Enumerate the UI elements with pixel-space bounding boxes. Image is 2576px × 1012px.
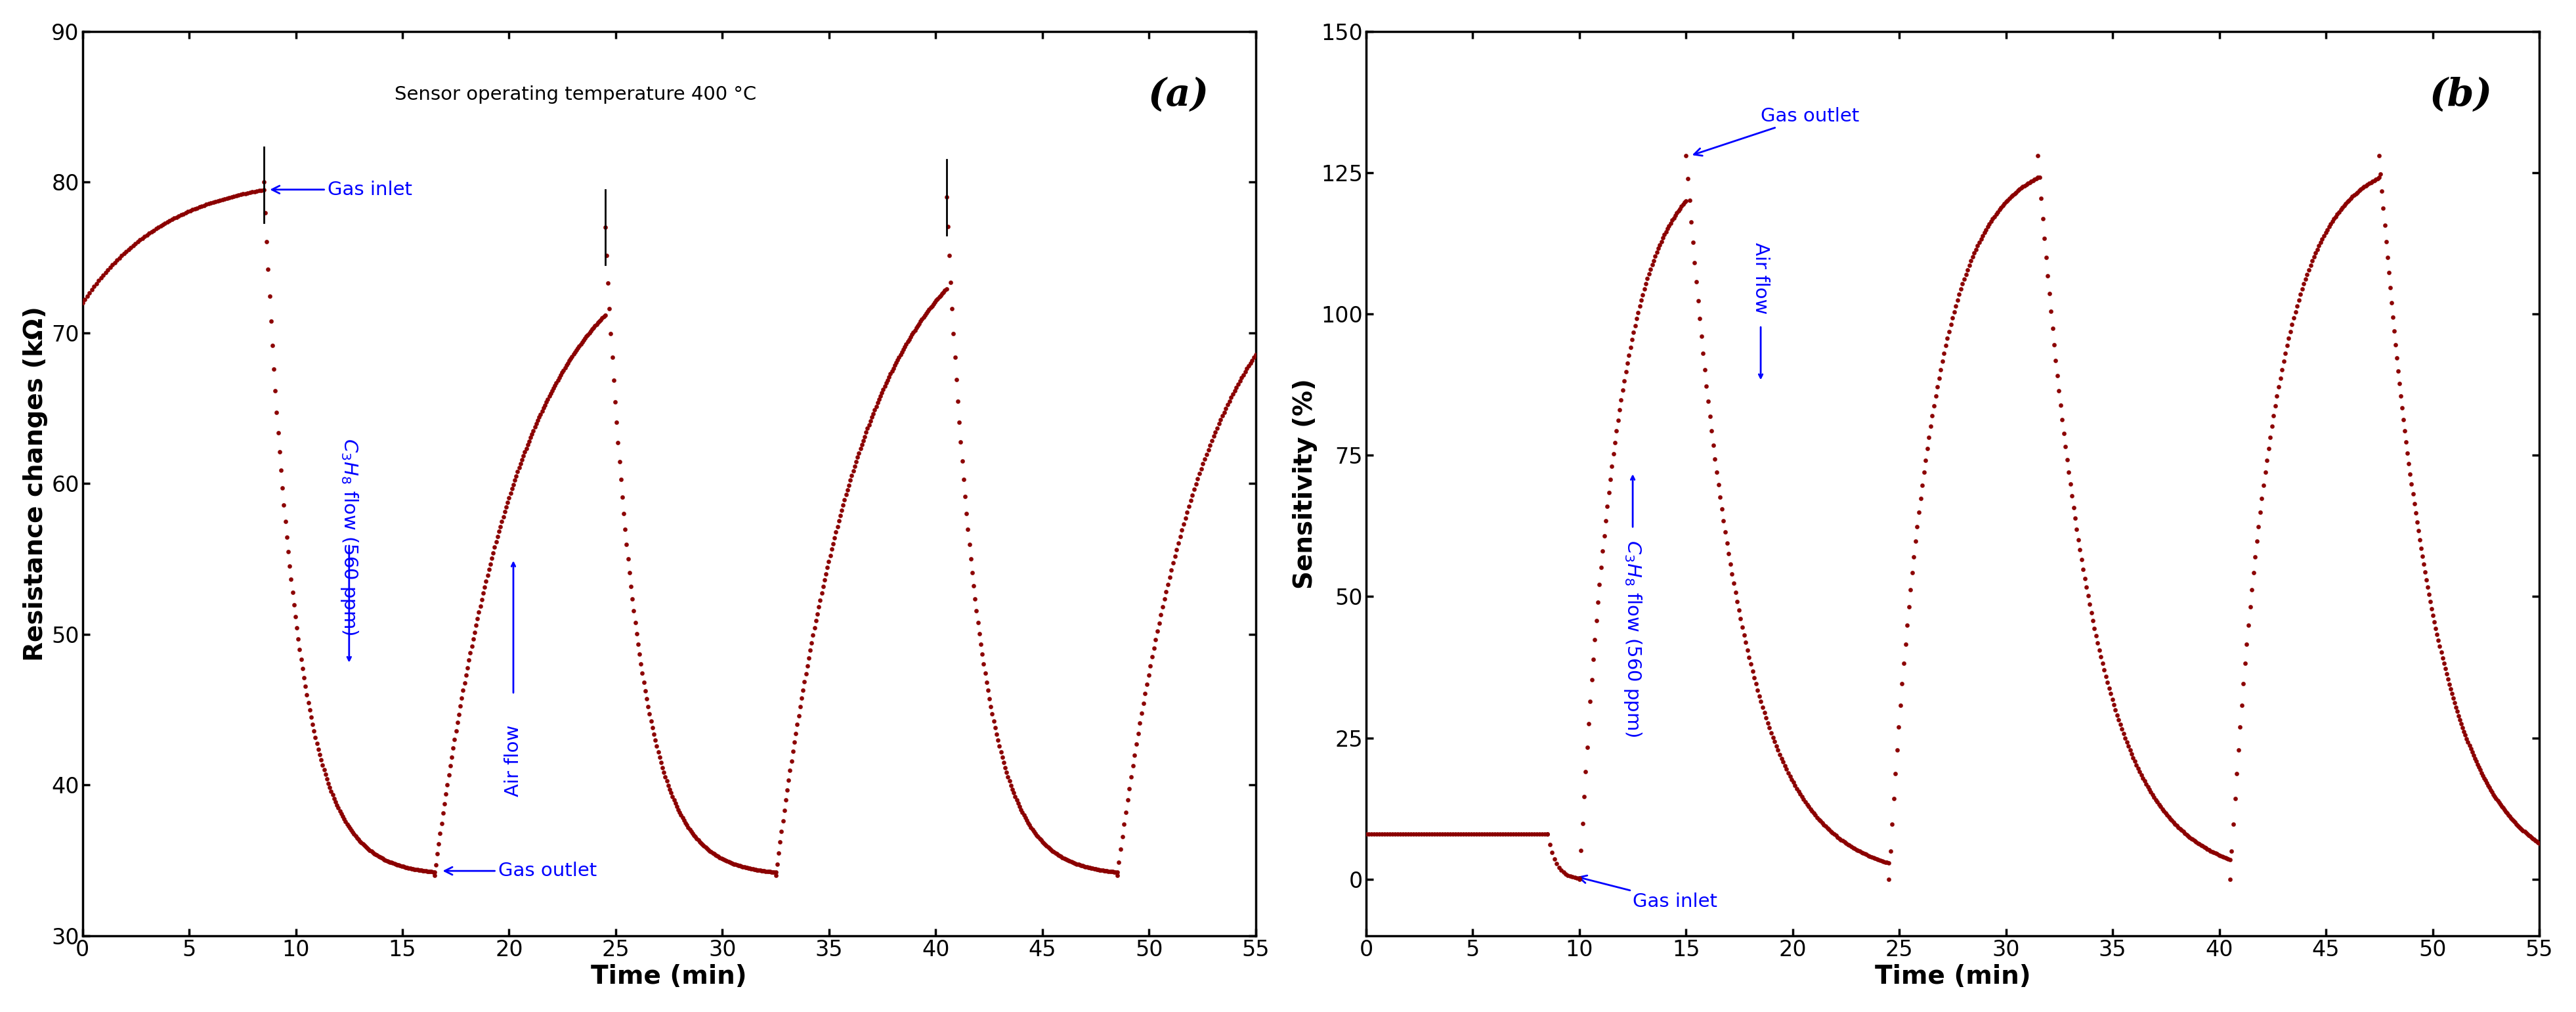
Text: (a): (a): [1146, 77, 1208, 113]
Text: Sensor operating temperature 400 °C: Sensor operating temperature 400 °C: [394, 86, 757, 104]
Text: Gas inlet: Gas inlet: [273, 180, 412, 198]
X-axis label: Time (min): Time (min): [590, 964, 747, 989]
Text: $C_3H_8$ flow (560 ppm): $C_3H_8$ flow (560 ppm): [337, 438, 361, 636]
Y-axis label: Resistance changes (kΩ): Resistance changes (kΩ): [23, 306, 49, 661]
Text: (b): (b): [2429, 77, 2494, 113]
Text: Air flow: Air flow: [505, 725, 523, 796]
X-axis label: Time (min): Time (min): [1875, 964, 2030, 989]
Y-axis label: Sensitivity (%): Sensitivity (%): [1293, 378, 1316, 589]
Text: Gas outlet: Gas outlet: [1695, 107, 1860, 156]
Text: Air flow: Air flow: [1752, 242, 1770, 314]
Text: Gas inlet: Gas inlet: [1579, 875, 1718, 911]
Text: $C_3H_8$ flow (560 ppm): $C_3H_8$ flow (560 ppm): [1623, 540, 1643, 738]
Text: Gas outlet: Gas outlet: [446, 862, 598, 880]
